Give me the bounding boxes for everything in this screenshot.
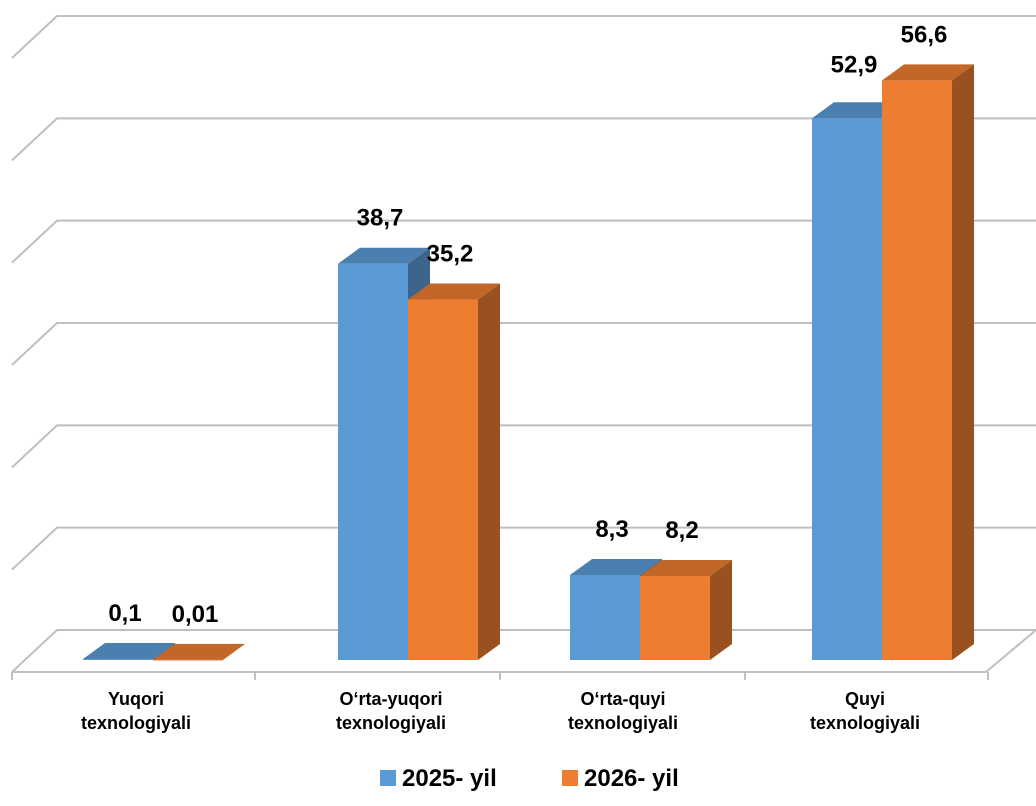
- data-label: 0,1: [108, 600, 141, 627]
- gridline: [11, 526, 1036, 571]
- bar-side-face: [952, 64, 974, 660]
- bar-front-face: [153, 659, 223, 661]
- legend-label: 2025- yil: [402, 765, 497, 792]
- legend-item: 2025- yil: [380, 765, 497, 792]
- bar-front-face: [83, 658, 153, 660]
- bar: [408, 283, 500, 660]
- bar-top-face: [570, 559, 662, 576]
- bar: [882, 64, 974, 660]
- category-label-line: texnologiyali: [810, 713, 920, 733]
- gridline: [11, 219, 1036, 264]
- gridline: [11, 117, 1036, 162]
- data-labels: 0,1 0,01 38,7 35,2 8,3 8,2 52,9 56,6: [108, 21, 947, 627]
- gridlines: [11, 15, 1036, 673]
- bars: [83, 64, 974, 661]
- bar-side-face: [153, 642, 175, 660]
- bar-top-face: [153, 643, 245, 660]
- legend-item: 2026- yil: [562, 765, 679, 792]
- category-label-line: Quyi: [845, 689, 885, 709]
- bar-side-face: [710, 560, 732, 660]
- category-label: O‘rta-quyi texnologiyali: [568, 689, 678, 733]
- floor-edge: [985, 629, 1036, 673]
- bar-top-face: [83, 642, 175, 659]
- bar-front-face: [812, 118, 882, 660]
- bar-front-face: [882, 80, 952, 660]
- data-label: 0,01: [172, 601, 219, 628]
- bar: [83, 642, 175, 660]
- legend-label: 2026- yil: [584, 765, 679, 792]
- bar-top-face: [882, 64, 974, 81]
- category-label: Quyi texnologiyali: [810, 689, 920, 733]
- data-label: 38,7: [357, 205, 404, 232]
- legend-swatch: [380, 770, 396, 786]
- category-label: Yuqori texnologiyali: [81, 689, 191, 733]
- legend: 2025- yil 2026- yil: [380, 765, 679, 792]
- bar-top-face: [338, 247, 430, 264]
- bar: [153, 643, 245, 661]
- bar-front-face: [640, 576, 710, 660]
- category-label-line: texnologiyali: [81, 713, 191, 733]
- bar-side-face: [223, 643, 245, 660]
- category-label-line: O‘rta-yuqori: [339, 689, 442, 709]
- bar: [640, 560, 732, 660]
- gridline: [11, 322, 1036, 366]
- x-axis: Yuqori texnologiyali O‘rta-yuqori texnologi…: [11, 671, 989, 733]
- gridline: [11, 15, 1036, 59]
- bar-side-face: [478, 283, 500, 660]
- data-label: 52,9: [831, 51, 878, 78]
- bar-front-face: [570, 575, 640, 660]
- legend-swatch: [562, 770, 578, 786]
- data-label: 56,6: [901, 21, 948, 48]
- bar-top-face: [812, 102, 904, 119]
- data-label: 8,2: [665, 517, 698, 544]
- data-label: 8,3: [595, 516, 628, 543]
- category-label-line: texnologiyali: [568, 713, 678, 733]
- category-label: O‘rta-yuqori texnologiyali: [336, 689, 446, 733]
- data-label: 35,2: [427, 241, 474, 268]
- category-label-line: texnologiyali: [336, 713, 446, 733]
- category-label-line: Yuqori: [108, 689, 164, 709]
- bar-front-face: [338, 263, 408, 660]
- bar-front-face: [408, 299, 478, 660]
- bar-top-face: [640, 560, 732, 577]
- bar-top-face: [408, 283, 500, 300]
- category-label-line: O‘rta-quyi: [580, 689, 665, 709]
- gridline: [11, 424, 1036, 469]
